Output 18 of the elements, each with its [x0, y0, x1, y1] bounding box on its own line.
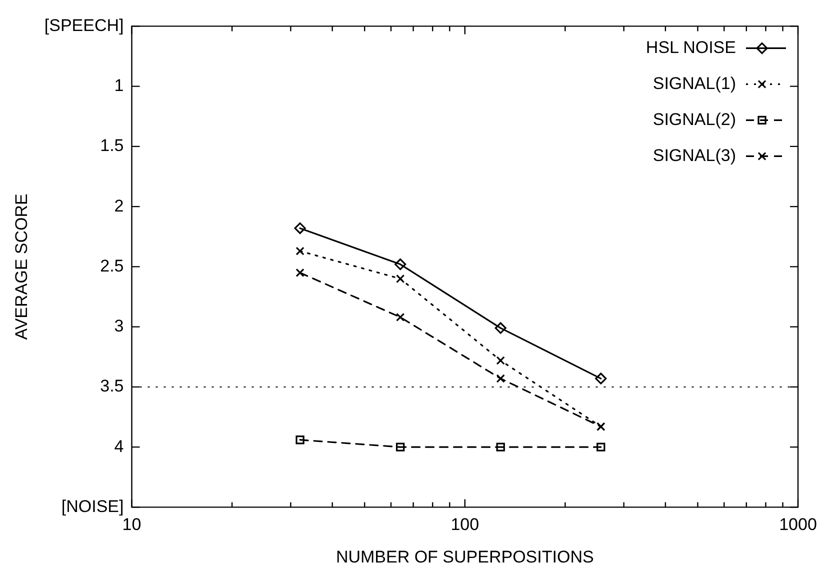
- x-axis-title: NUMBER OF SUPERPOSITIONS: [336, 547, 594, 566]
- y-tick-label: 2.5: [100, 256, 124, 276]
- y-tick-label: 3.5: [100, 376, 124, 396]
- y-tick-label: 2: [114, 196, 124, 216]
- y-tick-label: 1.5: [100, 136, 124, 156]
- y-tick-label: [NOISE]: [61, 496, 124, 516]
- y-tick-label: 4: [114, 436, 124, 456]
- y-tick-label: 1: [114, 76, 124, 96]
- legend-label: SIGNAL(3): [652, 146, 736, 165]
- x-tick-label: 100: [450, 515, 480, 534]
- y-axis-title: AVERAGE SCORE: [12, 194, 31, 340]
- x-tick-label: 1000: [779, 515, 817, 534]
- x-tick-label: 10: [122, 515, 142, 534]
- legend-label: SIGNAL(1): [652, 74, 736, 93]
- y-tick-label: 3: [114, 316, 124, 336]
- legend-label: SIGNAL(2): [652, 110, 736, 129]
- y-tick-label: [SPEECH]: [44, 16, 124, 35]
- legend-label: HSL NOISE: [646, 38, 736, 57]
